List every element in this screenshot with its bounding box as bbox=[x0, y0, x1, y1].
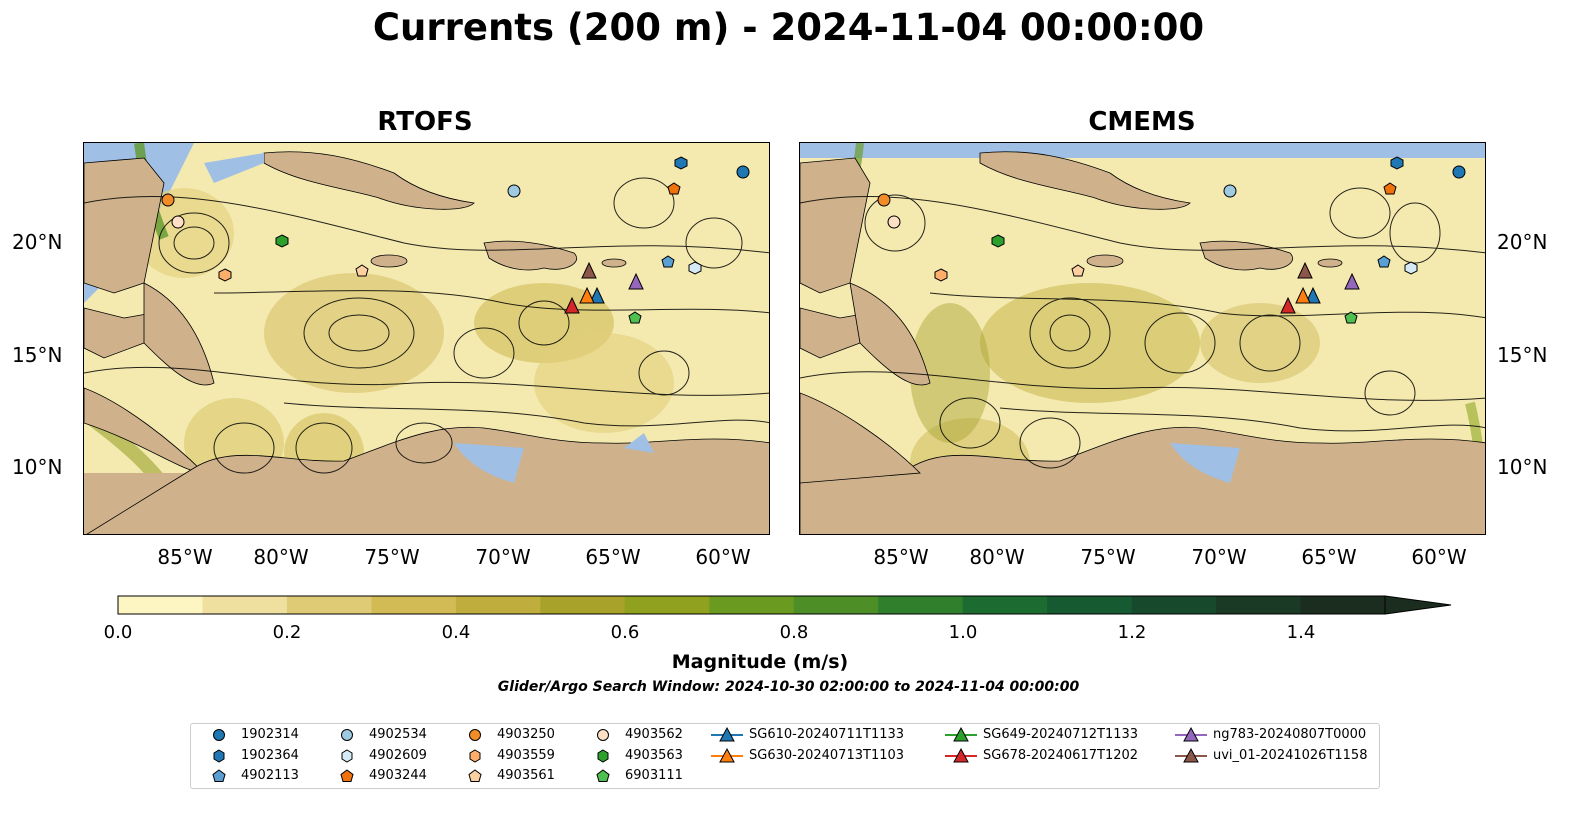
rtofs-lon-tick: 70°W bbox=[475, 545, 531, 569]
legend-item-label: 4902609 bbox=[369, 747, 427, 763]
colorbar bbox=[117, 595, 1452, 615]
colorbar-tick-label: 1.2 bbox=[1117, 622, 1147, 643]
figure-title: Currents (200 m) - 2024-11-04 00:00:00 bbox=[372, 6, 1205, 49]
legend-item-label: 1902364 bbox=[241, 747, 299, 763]
rtofs-lon-tick: 75°W bbox=[364, 545, 420, 569]
cmems-lon-tick: 60°W bbox=[1411, 545, 1467, 569]
colorbar-segment bbox=[1216, 596, 1302, 614]
legend-item-label: 6903111 bbox=[625, 768, 683, 783]
colorbar-segment bbox=[455, 596, 541, 614]
legend-item-label: SG630-20240713T1103 bbox=[749, 747, 905, 763]
legend-item-label: 4903244 bbox=[369, 768, 427, 783]
colorbar-segment bbox=[286, 596, 372, 614]
cmems-map-canvas bbox=[800, 143, 1485, 534]
rtofs-lon-tick: 85°W bbox=[157, 545, 213, 569]
legend-item-label: SG678-20240617T1202 bbox=[983, 747, 1139, 763]
rtofs-map[interactable] bbox=[83, 142, 770, 535]
legend-item-label: 4903250 bbox=[497, 727, 555, 742]
legend-item-label: 4903559 bbox=[497, 747, 555, 763]
rtofs-panel-title: RTOFS bbox=[377, 107, 473, 137]
colorbar-segment bbox=[962, 596, 1048, 614]
colorbar-tick-label: 0.2 bbox=[272, 622, 302, 643]
cmems-lon-tick: 65°W bbox=[1301, 545, 1357, 569]
rtofs-lat-tick: 20°N bbox=[12, 230, 63, 254]
legend-item-label: 4903563 bbox=[625, 747, 683, 763]
colorbar-tick-label: 0.4 bbox=[441, 622, 471, 643]
colorbar-segment bbox=[1047, 596, 1133, 614]
legend-item-label: 4903562 bbox=[625, 727, 683, 742]
colorbar-label: Magnitude (m/s) bbox=[671, 651, 849, 673]
rtofs-lon-tick: 65°W bbox=[585, 545, 641, 569]
colorbar-segment bbox=[118, 596, 203, 614]
colorbar-segment bbox=[540, 596, 626, 614]
colorbar-segment bbox=[202, 596, 288, 614]
legend-item-label: ng783-20240807T0000 bbox=[1213, 727, 1367, 742]
legend: 1902314 1902364 4902113 4902534 4902609 49032… bbox=[190, 723, 1380, 789]
rtofs-lon-tick: 80°W bbox=[253, 545, 309, 569]
cmems-lat-tick: 15°N bbox=[1497, 343, 1548, 367]
search-window-subtitle: Glider/Argo Search Window: 2024-10-30 02… bbox=[497, 679, 1080, 695]
colorbar-segment bbox=[624, 596, 710, 614]
colorbar-segment bbox=[878, 596, 964, 614]
legend-item-label: 4902113 bbox=[241, 768, 299, 783]
rtofs-lat-tick: 10°N bbox=[12, 455, 63, 479]
rtofs-map-canvas bbox=[84, 143, 769, 534]
colorbar-segment bbox=[709, 596, 795, 614]
colorbar-tick-label: 1.4 bbox=[1286, 622, 1316, 643]
legend-item-label: SG610-20240711T1133 bbox=[749, 727, 905, 742]
legend-item-label: 1902314 bbox=[241, 727, 299, 742]
legend-item-label: 4903561 bbox=[497, 768, 555, 783]
colorbar-segment bbox=[371, 596, 457, 614]
cmems-lon-tick: 70°W bbox=[1191, 545, 1247, 569]
rtofs-lat-tick: 15°N bbox=[12, 343, 63, 367]
legend-item-label: 4902534 bbox=[369, 727, 427, 742]
rtofs-lon-tick: 60°W bbox=[695, 545, 751, 569]
cmems-panel-title: CMEMS bbox=[1088, 107, 1196, 137]
legend-item-label: uvi_01-20241026T1158 bbox=[1213, 747, 1368, 763]
colorbar-tick-label: 1.0 bbox=[948, 622, 978, 643]
colorbar-segment bbox=[1300, 596, 1386, 614]
colorbar-tick-label: 0.8 bbox=[779, 622, 809, 643]
cmems-lat-tick: 10°N bbox=[1497, 455, 1548, 479]
colorbar-tick-label: 0.6 bbox=[610, 622, 640, 643]
cmems-lon-tick: 85°W bbox=[873, 545, 929, 569]
colorbar-segment bbox=[793, 596, 879, 614]
legend-item-label: SG649-20240712T1133 bbox=[983, 727, 1139, 742]
cmems-map[interactable] bbox=[799, 142, 1486, 535]
cmems-lon-tick: 80°W bbox=[969, 545, 1025, 569]
colorbar-segment bbox=[1131, 596, 1217, 614]
colorbar-tick-label: 0.0 bbox=[103, 622, 133, 643]
cmems-lon-tick: 75°W bbox=[1080, 545, 1136, 569]
cmems-lat-tick: 20°N bbox=[1497, 230, 1548, 254]
